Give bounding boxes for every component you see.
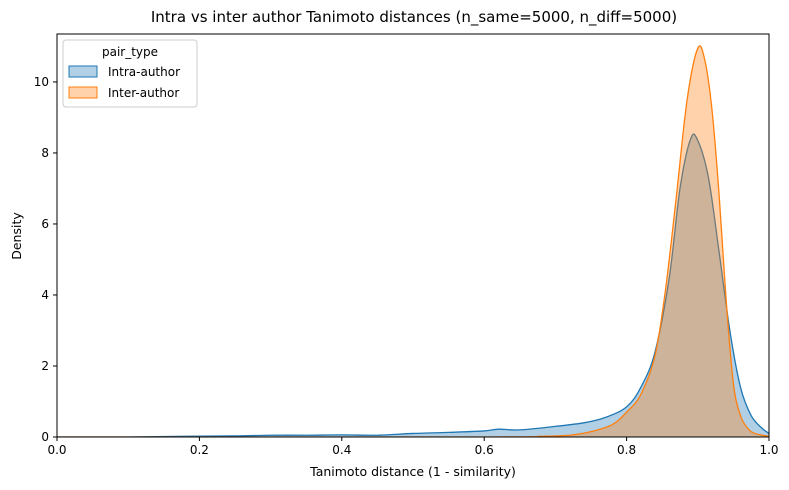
legend-label-intra-author: Intra-author: [108, 65, 180, 79]
y-tick-label: 10: [34, 75, 49, 89]
area-fill-inter-author: [57, 45, 769, 437]
y-tick-label: 6: [41, 217, 49, 231]
x-tick-label: 0.8: [617, 443, 636, 457]
legend-swatch-intra-author: [68, 65, 98, 78]
x-tick-label: 0.6: [475, 443, 494, 457]
y-tick-label: 4: [41, 288, 49, 302]
density-line-intra-author: [57, 133, 769, 437]
plot-frame: [56, 33, 770, 438]
chart-title: Intra vs inter author Tanimoto distances…: [151, 8, 677, 27]
axes: [56, 33, 770, 438]
x-tick-label: 1.0: [759, 443, 778, 457]
legend-swatch-inter-author: [68, 86, 98, 99]
legend-label-inter-author: Inter-author: [108, 86, 179, 100]
y-tick-label: 0: [41, 430, 49, 444]
density-line-inter-author: [57, 45, 769, 437]
series-layer: [57, 45, 769, 437]
legend: pair_type Intra-author Inter-author: [62, 39, 198, 108]
y-axis-label: Density: [9, 212, 24, 260]
y-tick-label: 8: [41, 146, 49, 160]
y-axis-ticks: 0 2 4 6 8 10: [34, 75, 57, 444]
area-fill-intra-author: [57, 134, 769, 437]
x-tick-label: 0.0: [47, 443, 66, 457]
x-axis-label: Tanimoto distance (1 - similarity): [309, 464, 516, 479]
legend-title: pair_type: [102, 45, 158, 59]
y-tick-label: 2: [41, 359, 49, 373]
x-tick-label: 0.4: [332, 443, 351, 457]
x-axis-ticks: 0.0 0.2 0.4 0.6 0.8 1.0: [47, 437, 779, 457]
x-tick-label: 0.2: [190, 443, 209, 457]
